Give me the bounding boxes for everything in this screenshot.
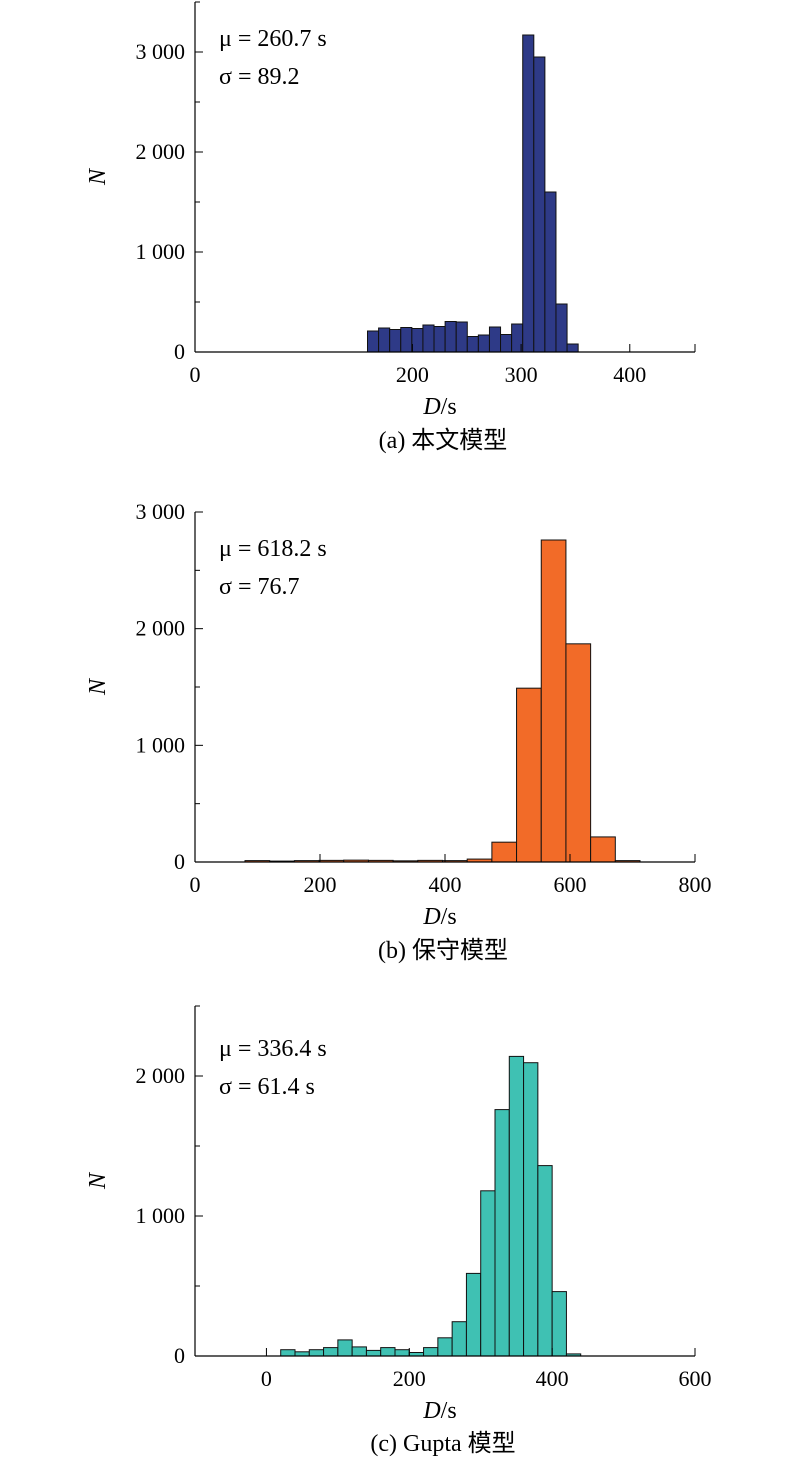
bar — [494, 1109, 510, 1357]
mean-annotation: μ = 618.2 s — [219, 536, 327, 562]
bar — [411, 328, 424, 353]
y-tick-label: 2 000 — [136, 139, 186, 164]
bar — [423, 1347, 439, 1357]
y-tick-label: 1 000 — [136, 239, 186, 264]
bar — [516, 687, 542, 863]
y-tick-label: 0 — [174, 1343, 185, 1368]
x-tick-label: 200 — [396, 362, 429, 387]
x-tick-label: 400 — [429, 872, 462, 897]
bar — [455, 321, 468, 353]
bar — [544, 191, 557, 353]
bar — [477, 334, 490, 353]
bar — [590, 836, 616, 863]
bar — [565, 643, 592, 863]
y-tick-label: 3 000 — [136, 39, 186, 64]
bar — [365, 1349, 382, 1357]
bar — [444, 321, 457, 353]
panel-caption: (a) 本文模型 — [379, 427, 508, 454]
bar — [566, 343, 579, 353]
x-axis-label: D/s — [422, 904, 456, 930]
y-tick-label: 0 — [174, 849, 185, 874]
x-tick-label: 300 — [505, 362, 538, 387]
std-annotation: σ = 76.7 — [219, 574, 299, 600]
y-tick-label: 1 000 — [136, 732, 186, 757]
x-tick-label: 600 — [554, 872, 587, 897]
x-tick-label: 800 — [679, 872, 712, 897]
bar — [500, 334, 513, 353]
bar — [380, 1347, 396, 1357]
chart-panel-c: 0 1 000 2 000 0 200 400 600 D/s Nμ = 336.4 s σ = … — [85, 1005, 712, 1457]
std-annotation: σ = 89.2 — [219, 64, 299, 90]
bar — [323, 1347, 339, 1357]
bar — [488, 326, 502, 353]
chart-panel-b: 0 1 000 2 000 3 000 0 200 400 600 800 D/s Nμ = 618… — [85, 499, 712, 964]
bar — [389, 329, 402, 353]
mean-annotation: μ = 260.7 s — [219, 26, 327, 52]
bar — [394, 1349, 410, 1357]
bar — [280, 1349, 296, 1357]
bar — [540, 539, 567, 863]
bar — [555, 303, 568, 353]
bar — [378, 327, 391, 353]
x-tick-label: 200 — [393, 1366, 426, 1391]
panel-caption: (b) 保守模型 — [378, 937, 508, 964]
y-tick-label: 2 000 — [136, 1063, 186, 1088]
bar — [337, 1339, 353, 1357]
x-tick-label: 200 — [304, 872, 337, 897]
bar — [437, 1337, 453, 1357]
bar — [551, 1291, 567, 1357]
y-axis-label: N — [85, 677, 111, 696]
bar — [491, 841, 518, 863]
mean-annotation: μ = 336.4 s — [219, 1036, 327, 1062]
bar — [522, 34, 535, 353]
bar — [433, 326, 446, 353]
y-axis-label: N — [85, 1171, 111, 1190]
bar — [465, 1272, 482, 1357]
bar — [422, 324, 435, 353]
bar — [537, 1165, 553, 1357]
y-tick-label: 1 000 — [136, 1203, 186, 1228]
x-axis-label: D/s — [422, 394, 456, 420]
bar — [351, 1346, 367, 1357]
x-tick-label: 400 — [536, 1366, 569, 1391]
y-tick-label: 2 000 — [136, 616, 186, 641]
y-tick-label: 0 — [174, 339, 185, 364]
bar — [367, 330, 380, 353]
std-annotation: σ = 61.4 s — [219, 1074, 315, 1100]
bar — [294, 1351, 310, 1357]
x-tick-label: 400 — [613, 362, 646, 387]
x-axis-label: D/s — [422, 1398, 456, 1424]
bar — [466, 336, 479, 353]
bar — [480, 1190, 496, 1357]
y-tick-label: 3 000 — [136, 499, 186, 524]
bar — [400, 327, 413, 353]
x-tick-label: 0 — [190, 362, 201, 387]
bar — [523, 1062, 539, 1357]
x-tick-label: 0 — [261, 1366, 272, 1391]
y-axis-label: N — [85, 167, 111, 186]
bar — [308, 1349, 325, 1357]
x-tick-label: 600 — [679, 1366, 712, 1391]
bar — [508, 1055, 525, 1357]
bar — [451, 1321, 467, 1357]
panel-caption: (c) Gupta 模型 — [370, 1430, 515, 1457]
chart-panel-a: 0 1 000 2 000 3 000 0 200 300 400 D/s Nμ = 260.7 … — [85, 1, 696, 454]
bar — [533, 56, 546, 353]
x-tick-label: 0 — [190, 872, 201, 897]
